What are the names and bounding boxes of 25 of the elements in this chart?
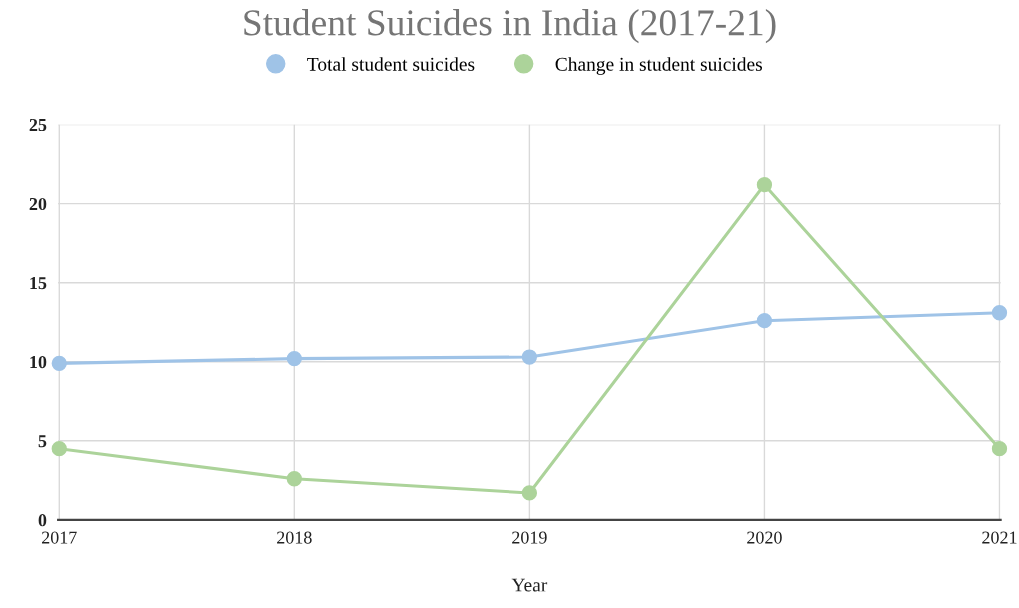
chart-title: Student Suicides in India (2017-21)	[244, 9, 776, 44]
point	[521, 349, 538, 365]
y-tick-label: 10	[30, 356, 47, 369]
y-tick-label: 15	[30, 277, 47, 290]
point	[521, 485, 538, 501]
y-tick-label: 25	[29, 118, 47, 132]
y-tick-label: 5	[38, 435, 47, 448]
x-tick-label: 2017	[42, 531, 77, 544]
point	[991, 441, 1008, 457]
point	[286, 471, 302, 487]
point	[51, 441, 67, 457]
y-tick-label: 0	[38, 514, 47, 527]
point	[991, 305, 1008, 321]
x-tick-label: 2018	[277, 531, 312, 544]
point	[756, 177, 773, 193]
point	[756, 313, 773, 329]
x-tick-label: 2019	[512, 531, 547, 544]
x-tick-label: 2021	[982, 531, 1017, 544]
legend-label: Change in student suicides	[555, 57, 762, 75]
y-tick-label: 20	[29, 197, 47, 211]
point	[286, 350, 302, 367]
x-tick-label: 2020	[747, 531, 782, 544]
point	[51, 355, 67, 371]
x-axis-title: Year	[511, 578, 548, 592]
legend-label: Total student suicides	[307, 57, 475, 71]
